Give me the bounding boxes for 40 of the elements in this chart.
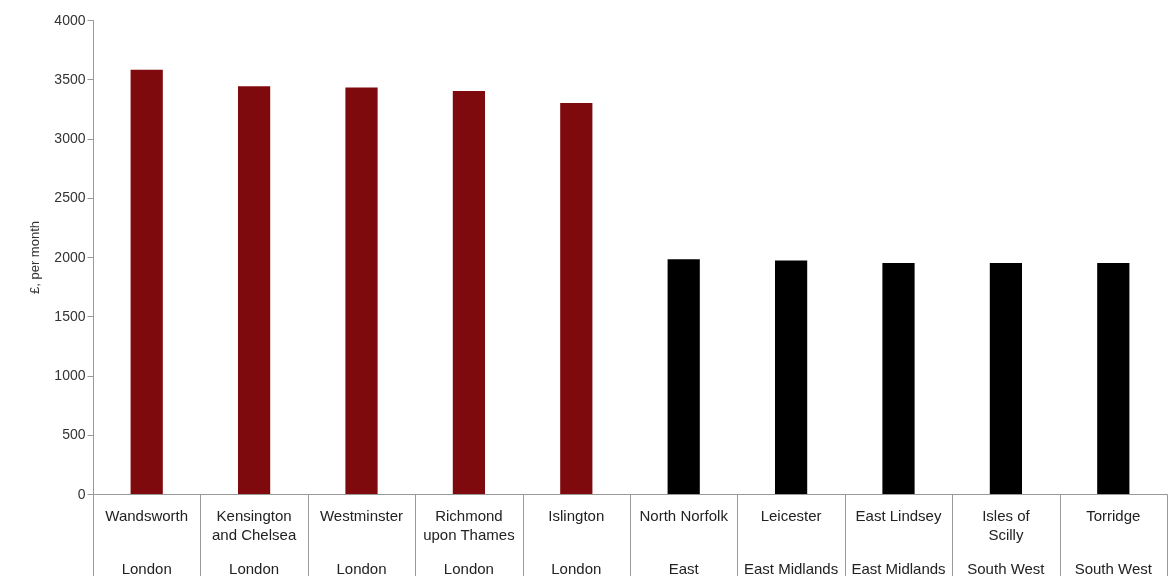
y-tick-label: 1500 [54,307,86,324]
bar [345,87,378,494]
bar [130,69,163,494]
bar [667,259,700,494]
x-tick-label: Kensington and Chelsea [211,507,297,543]
text: London [443,560,494,576]
y-tick-label: 2000 [54,248,86,265]
y-tick-label: 1000 [54,367,86,383]
text: South West [967,560,1046,576]
x-tick-label: North Norfolk [639,507,729,524]
x-tick-label: East Lindsey [855,507,942,524]
x-tick-label: Richmond upon Thames [423,507,515,543]
text: East Midlands [743,560,839,576]
text: East [668,560,700,576]
x-tick-label: Westminster [319,507,404,524]
text: London [229,560,280,576]
y-tick-label: 2500 [54,189,86,206]
x-tick-label: Leicester [760,507,822,524]
bar [560,102,593,494]
y-tick-label: 0 [77,485,86,502]
x-tick-label: Wandsworth [105,507,189,524]
bar [1097,262,1130,494]
y-axis-title: £, per month [27,221,43,294]
text: London [551,560,602,576]
text: East Midlands [851,560,946,576]
bar [452,91,486,494]
bar [774,260,808,494]
x-tick-label: Torridge [1086,507,1141,524]
text: London [336,560,387,576]
y-tick-label: 500 [62,426,86,443]
text: London [121,560,172,576]
x-tick-label: Islington [548,507,605,524]
bar [882,262,915,494]
x-tick-label: Isles of Scilly [982,507,1031,543]
y-tick-label: 4000 [54,11,86,28]
bar [237,86,271,494]
y-tick-label: 3500 [54,70,86,87]
bar [989,262,1023,494]
y-tick-label: 3000 [54,130,86,146]
text: South West [1074,560,1153,576]
